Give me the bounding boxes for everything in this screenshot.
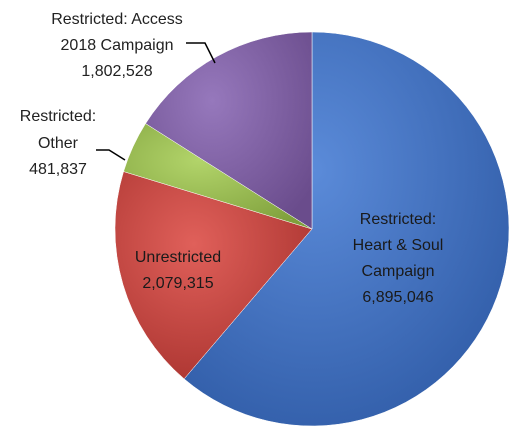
data-label-heart-soul-line-3: Campaign (362, 263, 435, 280)
data-label-other-value: 481,837 (29, 161, 87, 178)
data-label-heart-soul-value: 6,895,046 (362, 289, 433, 306)
slice-label-other: Restricted: Other 481,837 (20, 108, 96, 178)
data-label-heart-soul-line-2: Heart & Soul (353, 237, 444, 254)
slice-label-heart-soul: Restricted: Heart & Soul Campaign 6,895,… (353, 211, 444, 306)
pie-slice-unrestricted (114, 171, 313, 380)
data-label-access-line-1: Restricted: Access (51, 11, 183, 28)
pie-slices (114, 31, 510, 427)
slice-label-access: Restricted: Access 2018 Campaign 1,802,5… (51, 11, 183, 80)
data-label-heart-soul-line-1: Restricted: (360, 211, 436, 228)
data-label-other-line-2: Other (38, 135, 79, 152)
leader-line-other (96, 149, 126, 161)
data-label-access-line-2: 2018 Campaign (61, 37, 174, 54)
data-label-other-line-1: Restricted: (20, 108, 96, 125)
slice-label-unrestricted: Unrestricted 2,079,315 (135, 249, 221, 292)
leader-lines (96, 42, 216, 161)
data-label-unrestricted-value: 2,079,315 (142, 275, 213, 292)
pie-slice-heart-soul (183, 31, 510, 427)
leader-line-access (186, 42, 216, 64)
data-label-access-value: 1,802,528 (81, 63, 152, 80)
data-label-unrestricted-line-1: Unrestricted (135, 249, 221, 266)
pie-slice-access (145, 31, 313, 230)
